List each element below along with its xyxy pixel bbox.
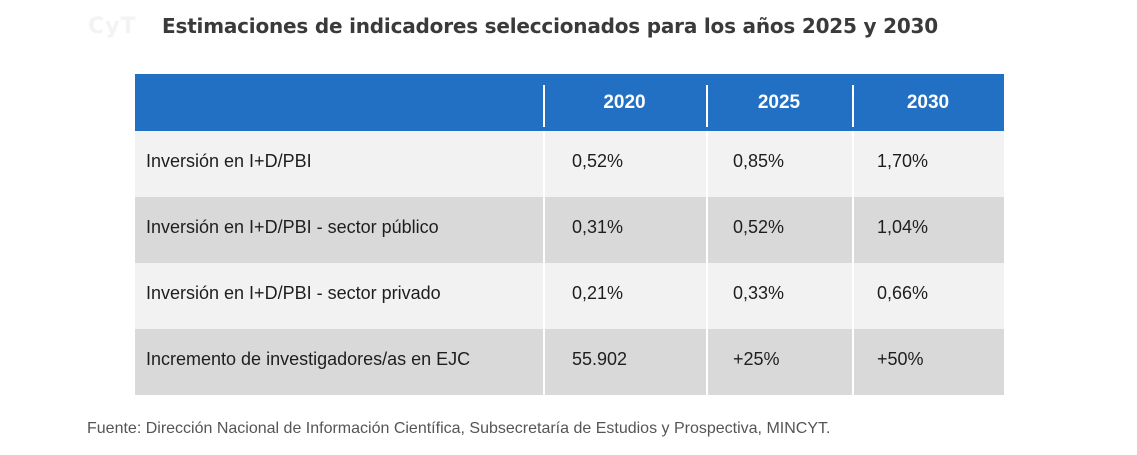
cell-2020: 55.902 xyxy=(543,329,706,395)
row-label: Inversión en I+D/PBI xyxy=(146,150,312,171)
cell-2020: 0,52% xyxy=(543,131,706,197)
table-row: Inversión en I+D/PBI - sector público 0,… xyxy=(135,197,1004,263)
row-label: Inversión en I+D/PBI - sector público xyxy=(146,216,439,237)
cell-2030: 1,04% xyxy=(852,197,1004,263)
cell-2025: 0,85% xyxy=(706,131,852,197)
cell-2030: 0,66% xyxy=(852,263,1004,329)
cell-2030: 1,70% xyxy=(852,131,1004,197)
cell-2025: 0,33% xyxy=(706,263,852,329)
source-note: Fuente: Dirección Nacional de Informació… xyxy=(87,420,831,437)
cell-2020: 0,31% xyxy=(543,197,706,263)
cell-2030: +50% xyxy=(852,329,1004,395)
table-row: Inversión en I+D/PBI - sector privado 0,… xyxy=(135,263,1004,329)
header-year-2020: 2020 xyxy=(543,74,706,131)
row-label: Incremento de investigadores/as en EJC xyxy=(146,348,471,369)
row-label: Inversión en I+D/PBI - sector privado xyxy=(146,282,441,303)
watermark-logo: CyT xyxy=(88,14,137,39)
cell-2025: +25% xyxy=(706,329,852,395)
header-label-column xyxy=(135,74,543,131)
table-header-row: 2020 2025 2030 xyxy=(135,74,1004,131)
cell-2025: 0,52% xyxy=(706,197,852,263)
table-row: Inversión en I+D/PBI 0,52% 0,85% 1,70% xyxy=(135,131,1004,197)
page-title: Estimaciones de indicadores seleccionado… xyxy=(162,14,938,38)
indicators-table: 2020 2025 2030 Inversión en I+D/PBI 0,52… xyxy=(135,74,1004,395)
header-year-2025: 2025 xyxy=(706,74,852,131)
header-year-2030: 2030 xyxy=(852,74,1004,131)
cell-2020: 0,21% xyxy=(543,263,706,329)
table-row: Incremento de investigadores/as en EJC 5… xyxy=(135,329,1004,395)
